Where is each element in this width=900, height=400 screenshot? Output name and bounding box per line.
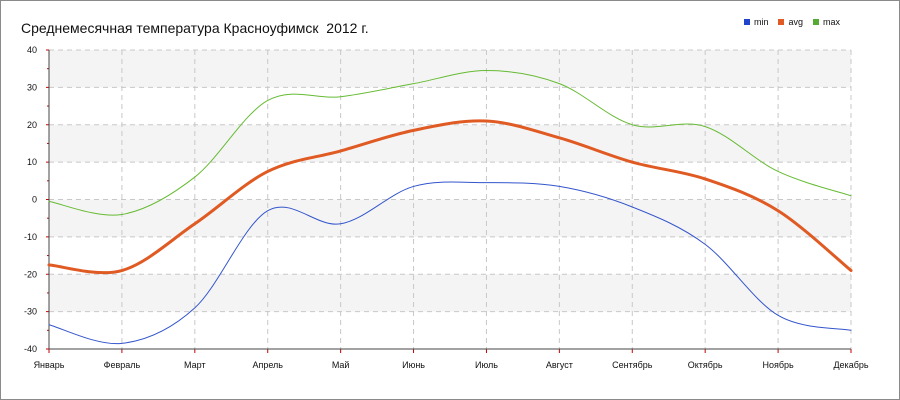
legend-item-max: max (812, 17, 840, 27)
grid-band (49, 124, 851, 163)
y-tick-label: 30 (27, 82, 37, 92)
x-tick-label: Май (332, 360, 350, 370)
grid-band (49, 274, 851, 312)
legend-label-min: min (753, 17, 769, 27)
y-tick-label: -10 (24, 232, 37, 242)
grid-band (49, 199, 851, 237)
x-tick-label: Июль (475, 360, 498, 370)
y-tick-label: -40 (24, 344, 37, 354)
chart-title: Среднемесячная температура Красноуфимск … (21, 20, 369, 36)
x-tick-label: Февраль (104, 360, 141, 370)
y-tick-label: 20 (27, 120, 37, 130)
chart-legend: min avg max (743, 17, 840, 27)
y-tick-label: -30 (24, 307, 37, 317)
y-tick-label: 10 (27, 157, 37, 167)
x-tick-label: Март (184, 360, 206, 370)
legend-swatch-avg (778, 19, 785, 25)
legend-item-avg: avg (778, 17, 803, 27)
legend-swatch-min (743, 19, 750, 25)
x-tick-label: Сентябрь (612, 360, 653, 370)
legend-item-min: min (743, 17, 769, 27)
series-line-avg (47, 119, 853, 275)
legend-label-avg: avg (788, 17, 803, 27)
x-tick-label: Апрель (252, 360, 283, 370)
series-line-max (48, 70, 852, 216)
series-line-min (48, 181, 852, 345)
x-tick-label: Октябрь (688, 360, 723, 370)
x-tick-label: Июнь (402, 360, 425, 370)
x-tick-label: Август (546, 360, 573, 370)
y-tick-label: 40 (27, 45, 37, 55)
y-tick-label: -20 (24, 269, 37, 279)
x-tick-label: Декабрь (833, 360, 868, 370)
legend-swatch-max (812, 19, 819, 25)
x-tick-label: Ноябрь (762, 360, 794, 370)
x-tick-label: Январь (34, 360, 65, 370)
y-tick-label: 0 (32, 195, 37, 205)
legend-label-max: max (822, 17, 840, 27)
grid-band (49, 50, 851, 88)
